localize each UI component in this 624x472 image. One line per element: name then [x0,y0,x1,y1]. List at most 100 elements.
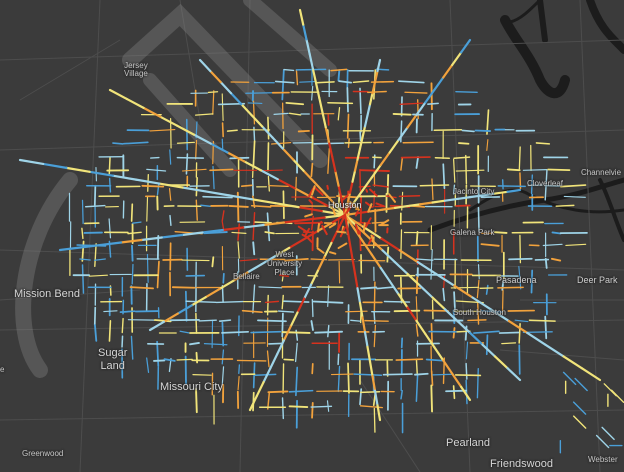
route-segment [315,81,335,84]
route-segment [353,272,359,290]
route-segment [330,373,354,376]
route-segment [310,320,314,331]
route-segment [168,187,172,201]
route-segment [431,178,434,201]
route-segment [81,227,84,240]
route-segment [198,319,217,322]
route-segment [465,341,469,360]
route-segment [222,272,225,284]
route-segment [544,343,565,358]
route-segment [476,279,480,299]
route-segment [370,163,382,179]
route-segment [406,203,422,208]
route-segment [146,196,149,222]
route-segment [127,231,142,235]
congestion-segment [316,247,325,254]
route-segment [367,90,387,94]
route-segment [397,293,409,309]
route-segment [203,231,228,235]
route-segment [274,80,295,84]
route-segment [112,142,124,145]
route-segment [99,241,123,247]
route-segment [476,367,479,399]
route-segment [129,286,154,290]
route-segment [194,113,214,116]
route-segment [572,401,587,415]
route-segment [281,294,284,310]
route-segment [134,178,161,185]
route-segment [416,261,438,276]
route-segment [327,140,334,158]
route-segment [311,401,314,419]
label-bellaire: Bellaire [233,272,260,281]
route-segment [296,297,306,314]
route-segment [241,309,263,314]
route-segment [327,324,330,338]
route-segment [465,362,468,380]
route-segment [404,91,428,94]
route-segment [530,174,533,195]
route-segment [267,175,270,192]
route-segment [535,142,551,145]
route-segment [266,350,270,368]
route-segment [415,358,418,374]
route-segment [555,204,575,207]
route-segment [442,287,446,302]
route-segment [221,122,224,138]
route-segment [544,315,548,340]
route-segment [333,202,347,217]
congestion-segment [362,222,366,234]
route-segment [198,58,212,73]
route-segment [185,300,217,304]
route-segment [323,191,336,206]
congestion-segment [313,185,324,196]
route-segment [455,90,478,94]
route-segment [399,102,424,105]
label-houston: Houston [328,200,362,210]
route-segment [364,319,389,322]
route-segment [176,124,196,136]
label-west-university-place: West University Place [267,250,303,277]
route-segment [415,156,419,169]
congestion-segment [328,251,337,255]
route-segment [356,147,362,161]
route-segment [506,367,522,382]
route-segment [480,243,500,247]
route-segment [337,213,347,231]
route-segment [285,101,305,106]
congestion-segment [305,235,313,243]
route-segment [204,190,231,197]
route-segment [337,69,341,82]
route-segment [346,228,352,246]
route-segment [368,237,384,252]
route-segment [308,52,314,70]
route-segment [501,289,504,314]
route-segment [352,188,364,204]
route-segment [356,287,362,304]
route-segment [465,379,468,405]
route-segment [276,178,296,190]
route-segment [400,156,431,159]
route-segment [518,146,521,170]
route-segment [551,231,562,235]
congestion-segment [379,219,390,226]
route-segment [282,325,292,342]
route-segment [264,300,280,304]
route-segment [146,357,150,374]
route-segment [431,199,447,204]
route-segment [289,311,299,328]
route-segment [240,103,253,117]
route-segment [242,223,265,229]
route-segment [331,155,337,173]
route-segment [480,310,503,313]
route-segment [221,321,225,347]
route-segment [132,221,142,224]
route-segment [458,142,470,145]
label-jersey-village: Jersey Village [124,61,148,78]
route-segment [228,204,249,208]
route-segment [94,243,97,268]
congestion-segment [297,225,309,234]
route-segment [468,331,484,346]
